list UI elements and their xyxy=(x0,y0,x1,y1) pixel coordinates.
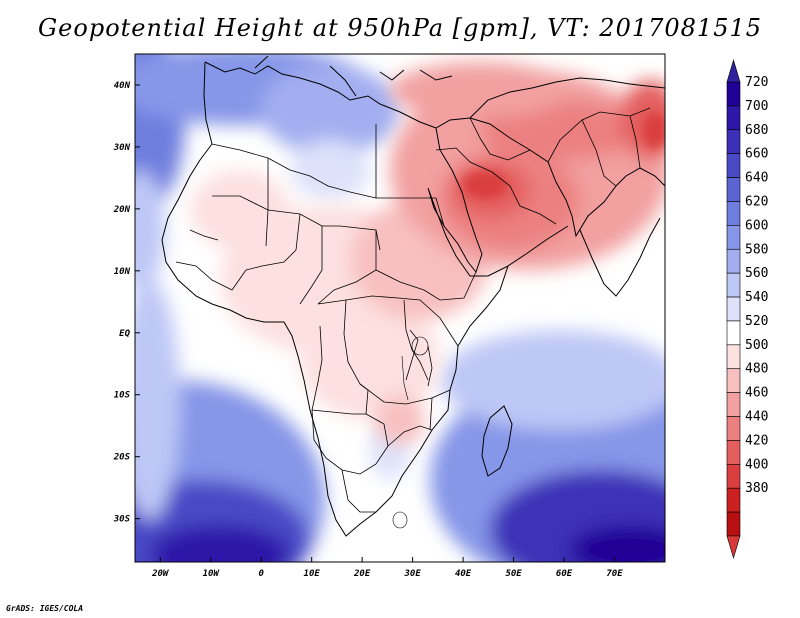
colorbar-level-label: 620 xyxy=(745,194,768,209)
colorbar-swatch xyxy=(726,129,741,154)
colorbar-swatch xyxy=(726,416,741,441)
colorbar-level-label: 580 xyxy=(745,242,768,257)
colorbar-level-label: 680 xyxy=(745,123,768,138)
y-tick-label: 40N xyxy=(114,81,131,91)
y-axis: 40N 30N 20N 10N EQ 10S 20S 30S xyxy=(113,81,140,525)
x-tick-label: 20E xyxy=(353,569,371,579)
colorbar-swatch xyxy=(726,487,741,513)
colorbar-swatch xyxy=(726,296,741,322)
colorbar-swatch xyxy=(726,153,741,178)
colorbar: 720 700 680 660 640 620 600 580 560 540 520 500 480 4… xyxy=(726,58,768,560)
height-field xyxy=(135,54,665,562)
x-tick-label: 30E xyxy=(403,569,421,579)
country-borders xyxy=(175,107,651,513)
colorbar-swatch xyxy=(726,440,741,465)
colorbar-swatch xyxy=(726,320,741,346)
coastlines xyxy=(161,55,665,537)
colorbar-level-label: 540 xyxy=(745,290,768,305)
colorbar-level-label: 400 xyxy=(745,457,768,472)
colorbar-swatch xyxy=(726,177,741,202)
x-tick-label: 60E xyxy=(556,569,573,579)
x-tick-label: 10E xyxy=(304,569,321,579)
colorbar-level-label: 440 xyxy=(745,410,768,425)
colorbar-swatch xyxy=(726,225,741,250)
colorbar-level-label: 700 xyxy=(745,99,768,114)
colorbar-level-label: 560 xyxy=(745,266,768,281)
colorbar-level-label: 480 xyxy=(745,362,768,377)
colorbar-level-label: 420 xyxy=(745,433,768,448)
chart-title: Geopotential Height at 950hPa [gpm], VT:… xyxy=(38,14,762,42)
colorbar-lower-arrow xyxy=(726,535,741,560)
colorbar-swatch xyxy=(726,248,741,274)
y-tick-label: 20N xyxy=(113,205,131,215)
colorbar-swatch xyxy=(726,105,741,131)
colorbar-level-label: 380 xyxy=(745,481,768,496)
colorbar-swatch xyxy=(726,464,741,489)
colorbar-swatch xyxy=(726,201,741,226)
y-tick-label: EQ xyxy=(119,329,130,339)
x-tick-label: 10W xyxy=(203,569,221,579)
low-height-regions xyxy=(190,62,665,445)
x-tick-label: 0 xyxy=(258,569,264,579)
colorbar-level-label: 600 xyxy=(745,218,768,233)
y-tick-label: 20S xyxy=(113,453,131,463)
y-tick-label: 10N xyxy=(114,267,131,277)
colorbar-level-label: 660 xyxy=(745,147,768,162)
high-height-regions xyxy=(135,54,665,562)
x-tick-label: 70E xyxy=(606,569,623,579)
x-tick-label: 20W xyxy=(151,569,170,579)
colorbar-upper-arrow xyxy=(726,58,741,83)
y-tick-label: 30S xyxy=(113,515,131,525)
colorbar-swatch xyxy=(726,272,741,298)
colorbar-level-label: 460 xyxy=(745,386,768,401)
x-tick-label: 50E xyxy=(505,569,522,579)
x-tick-label: 40E xyxy=(455,569,472,579)
colorbar-swatch xyxy=(726,392,741,417)
colorbar-level-label: 520 xyxy=(745,314,768,329)
colorbar-swatch xyxy=(726,511,741,537)
colorbar-level-label: 640 xyxy=(745,171,768,186)
lakes xyxy=(392,336,429,529)
y-tick-label: 10S xyxy=(114,391,131,401)
colorbar-swatch xyxy=(726,368,741,393)
map-frame xyxy=(134,53,666,563)
x-axis: 20W 10W 0 10E 20E 30E 40E 50E 60E 70E xyxy=(151,557,623,579)
colorbar-swatch xyxy=(726,81,741,107)
y-tick-label: 30N xyxy=(113,143,131,153)
colorbar-swatch xyxy=(726,344,741,370)
credit-label: GrADS: IGES/COLA xyxy=(6,604,84,613)
colorbar-level-label: 720 xyxy=(745,75,768,90)
colorbar-level-label: 500 xyxy=(745,338,768,353)
